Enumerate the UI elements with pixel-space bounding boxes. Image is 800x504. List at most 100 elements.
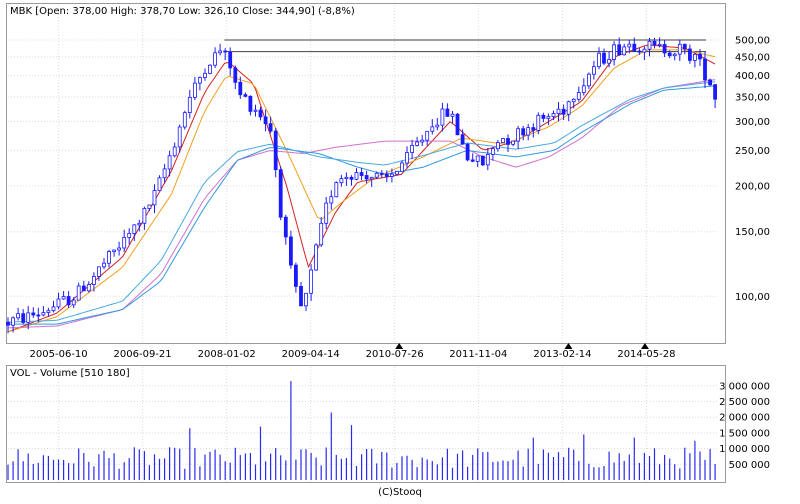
candle-body bbox=[511, 140, 516, 145]
candle-body bbox=[16, 313, 21, 319]
candle-body bbox=[349, 176, 354, 180]
event-marker bbox=[395, 343, 404, 349]
candle-body bbox=[51, 306, 56, 312]
candle-body bbox=[394, 170, 399, 175]
candle-body bbox=[172, 146, 177, 157]
candle-body bbox=[682, 43, 687, 50]
candle-body bbox=[339, 178, 344, 184]
candle-body bbox=[384, 173, 389, 177]
candle-body bbox=[324, 202, 329, 224]
candle-body bbox=[309, 269, 314, 294]
candle-body bbox=[314, 244, 319, 271]
candle-body bbox=[132, 224, 137, 234]
candle-body bbox=[516, 128, 520, 142]
candle-body bbox=[122, 236, 127, 249]
candle-body bbox=[192, 82, 197, 98]
volume-tick-label: 1 500 000 bbox=[719, 428, 770, 439]
candle-body bbox=[460, 134, 465, 145]
candle-body bbox=[379, 172, 384, 175]
candle-body bbox=[662, 44, 667, 54]
candle-body bbox=[182, 112, 187, 128]
candle-body bbox=[592, 66, 596, 75]
candle-body bbox=[708, 79, 712, 86]
candle-body bbox=[117, 247, 121, 251]
candle-body bbox=[167, 155, 172, 170]
candle-body bbox=[672, 53, 677, 57]
candle-body bbox=[637, 50, 642, 53]
date-axis-labels: 2005-06-10 2006-09-21 2008-01-02 2009-04-14… bbox=[30, 349, 676, 360]
candle-body bbox=[405, 152, 409, 164]
candle-body bbox=[273, 130, 278, 171]
moving-average-line bbox=[7, 81, 716, 323]
moving-average-line bbox=[7, 79, 716, 329]
candle-body bbox=[576, 92, 581, 100]
candle-body bbox=[556, 108, 561, 114]
moving-average-line bbox=[7, 49, 716, 333]
price-tick-label: 100,00 bbox=[735, 292, 770, 303]
candle-body bbox=[389, 173, 394, 177]
candle-body bbox=[410, 144, 415, 153]
candle-body bbox=[546, 116, 551, 119]
candle-body bbox=[501, 138, 505, 143]
candle-body bbox=[551, 113, 556, 118]
candle-body bbox=[203, 72, 207, 79]
price-panel-frame bbox=[6, 3, 726, 344]
candle-body bbox=[400, 162, 404, 172]
copyright-label: (C)Stooq bbox=[378, 487, 422, 498]
candle-body bbox=[490, 148, 495, 155]
price-axis-labels: 100,00 150,00 200,00 250,00 300,00 350,00 400,… bbox=[735, 36, 770, 303]
candle-body bbox=[334, 182, 339, 198]
date-tick-label: 2008-01-02 bbox=[198, 349, 256, 360]
candle-body bbox=[187, 97, 192, 114]
candle-body bbox=[152, 190, 157, 206]
candle-body bbox=[652, 40, 657, 46]
candle-body bbox=[420, 139, 425, 143]
candle-body bbox=[703, 58, 707, 81]
price-tick-label: 400,00 bbox=[735, 71, 770, 82]
candle-body bbox=[61, 296, 66, 300]
date-tick-label: 2013-02-14 bbox=[533, 349, 591, 360]
candle-body bbox=[92, 275, 96, 285]
event-marker bbox=[640, 343, 649, 349]
candle-body bbox=[495, 142, 500, 150]
candle-body bbox=[147, 204, 152, 209]
candle-body bbox=[581, 85, 586, 93]
candle-body bbox=[657, 44, 662, 46]
candle-body bbox=[6, 321, 10, 326]
candle-body bbox=[612, 44, 616, 60]
candle-body bbox=[440, 108, 445, 126]
candle-body bbox=[475, 155, 480, 162]
candle-body bbox=[137, 222, 142, 226]
candle-body bbox=[107, 251, 111, 264]
volume-info-label: VOL - Volume [510 180] bbox=[10, 368, 130, 379]
candle-body bbox=[86, 284, 91, 292]
price-info-label: MBK [Open: 378,00 High: 378,70 Low: 326,… bbox=[10, 6, 355, 17]
candle-body bbox=[374, 172, 379, 178]
volume-tick-label: 500 000 bbox=[729, 460, 770, 471]
candle-body bbox=[425, 130, 430, 141]
candle-body bbox=[253, 109, 258, 112]
candle-body bbox=[607, 59, 611, 64]
candle-body bbox=[571, 98, 576, 103]
candle-body bbox=[268, 123, 273, 132]
candle-body bbox=[642, 48, 647, 53]
price-tick-label: 500,00 bbox=[735, 36, 770, 47]
candle-body bbox=[228, 51, 233, 69]
candle-body bbox=[46, 310, 51, 313]
candle-body bbox=[415, 141, 420, 146]
candle-body bbox=[243, 94, 248, 97]
candle-body bbox=[304, 292, 308, 307]
candle-body bbox=[470, 159, 475, 162]
candle-body bbox=[248, 95, 253, 112]
candle-body bbox=[521, 128, 526, 136]
candle-body bbox=[506, 138, 510, 145]
volume-tick-label: 2 500 000 bbox=[719, 397, 770, 408]
candle-body bbox=[617, 44, 622, 56]
date-tick-label: 2006-09-21 bbox=[114, 349, 172, 360]
candle-body bbox=[430, 126, 435, 132]
candle-body bbox=[197, 77, 202, 84]
price-tick-label: 450,00 bbox=[735, 52, 770, 63]
price-tick-label: 350,00 bbox=[735, 92, 770, 103]
